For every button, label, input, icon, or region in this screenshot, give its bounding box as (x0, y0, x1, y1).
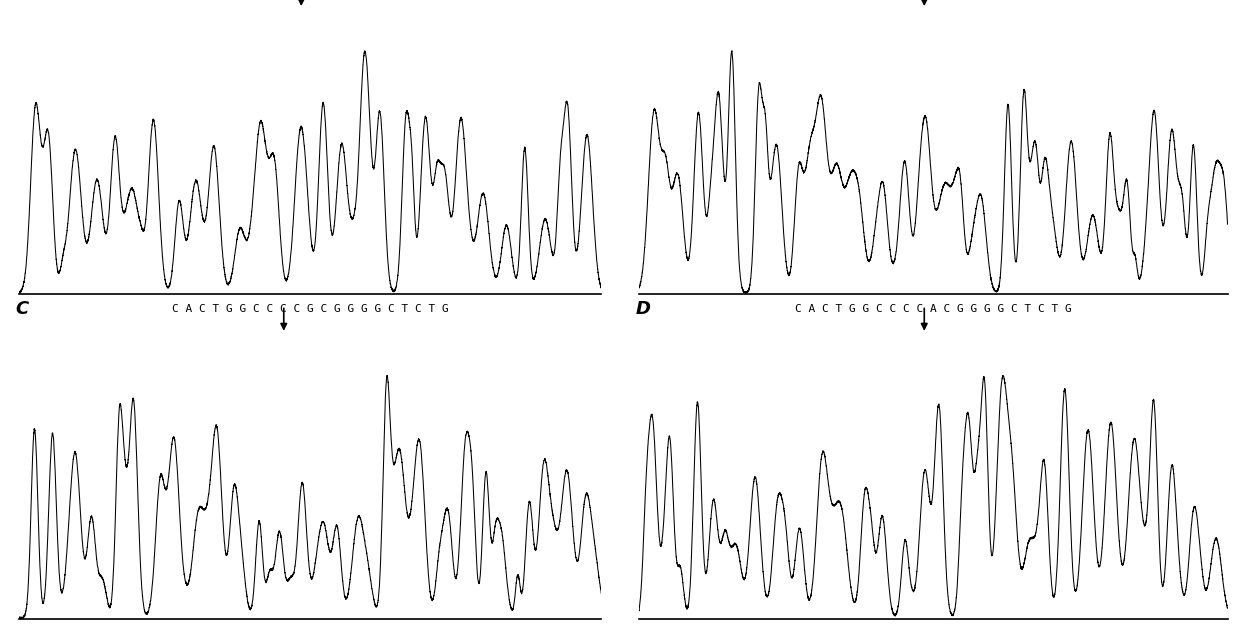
Text: D: D (636, 300, 651, 318)
Text: C A C T G G C C C C G C G G G G C T C T G: C A C T G G C C C C G C G G G G C T C T … (171, 304, 449, 314)
Text: C: C (16, 300, 29, 318)
Text: C A C T G G C C C C A C G G G G C T C T G: C A C T G G C C C C A C G G G G C T C T … (795, 304, 1071, 314)
